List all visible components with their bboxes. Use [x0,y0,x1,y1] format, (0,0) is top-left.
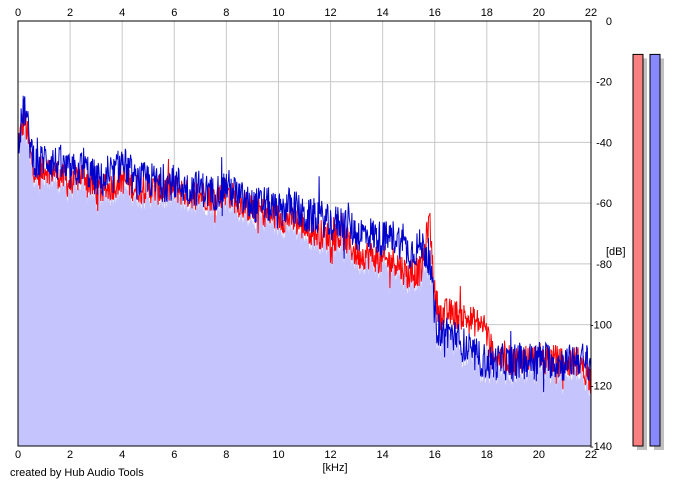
x-tick-label-top: 2 [67,7,73,19]
x-tick-label-bottom: 4 [119,449,125,461]
y-tick-label: -60 [596,198,612,210]
x-tick-label-top: 22 [585,7,597,19]
x-tick-label-bottom: 20 [533,449,545,461]
x-tick-label-top: 18 [481,7,493,19]
x-axis-label: [kHz] [322,462,347,474]
level-meter-bar [632,53,644,447]
x-tick-label-top: 10 [272,7,284,19]
x-tick-label-top: 16 [429,7,441,19]
x-tick-label-top: 4 [119,7,125,19]
plot-border [17,20,592,447]
x-tick-label-bottom: 14 [377,449,389,461]
level-meter-bar [649,53,661,447]
y-tick-label: -20 [596,77,612,89]
x-tick-label-bottom: 0 [15,449,21,461]
credit-text: created by Hub Audio Tools [10,467,144,479]
x-tick-label-bottom: 18 [481,449,493,461]
y-axis-label: [dB] [606,246,626,258]
series-layer [17,95,592,394]
x-tick-label-bottom: 6 [171,449,177,461]
spectrum-fill-area [18,113,591,446]
y-tick-label: -100 [590,320,612,332]
series-line-blue [17,95,592,393]
x-tick-label-top: 6 [171,7,177,19]
x-tick-label-bottom: 8 [223,449,229,461]
x-tick-label-bottom: 2 [67,449,73,461]
y-tick-label: -120 [590,380,612,392]
x-tick-label-top: 8 [223,7,229,19]
y-tick-label: -40 [596,137,612,149]
x-tick-label-top: 0 [15,7,21,19]
x-tick-label-top: 14 [377,7,389,19]
y-tick-label: 0 [606,16,612,28]
level-meters [632,53,664,451]
y-tick-label: -80 [596,259,612,271]
y-tick-label: -140 [590,441,612,453]
x-tick-label-top: 20 [533,7,545,19]
x-tick-label-bottom: 12 [324,449,336,461]
x-tick-label-bottom: 22 [585,449,597,461]
tick-labels: 002244668810101212141416161818202022220-… [15,7,612,461]
x-tick-label-top: 12 [324,7,336,19]
x-tick-label-bottom: 10 [272,449,284,461]
x-tick-label-bottom: 16 [429,449,441,461]
